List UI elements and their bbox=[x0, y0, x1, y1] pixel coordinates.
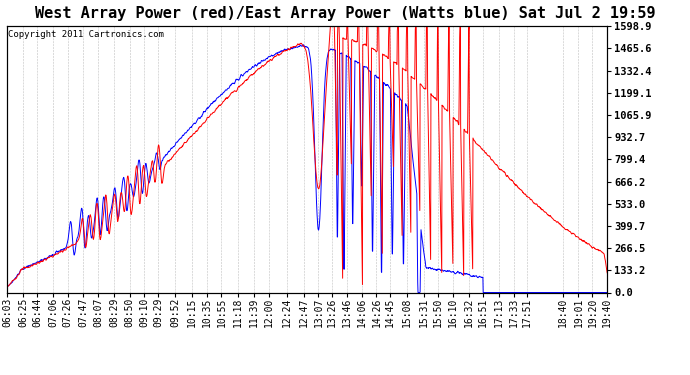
Text: Copyright 2011 Cartronics.com: Copyright 2011 Cartronics.com bbox=[8, 30, 164, 39]
Text: West Array Power (red)/East Array Power (Watts blue) Sat Jul 2 19:59: West Array Power (red)/East Array Power … bbox=[34, 6, 655, 21]
